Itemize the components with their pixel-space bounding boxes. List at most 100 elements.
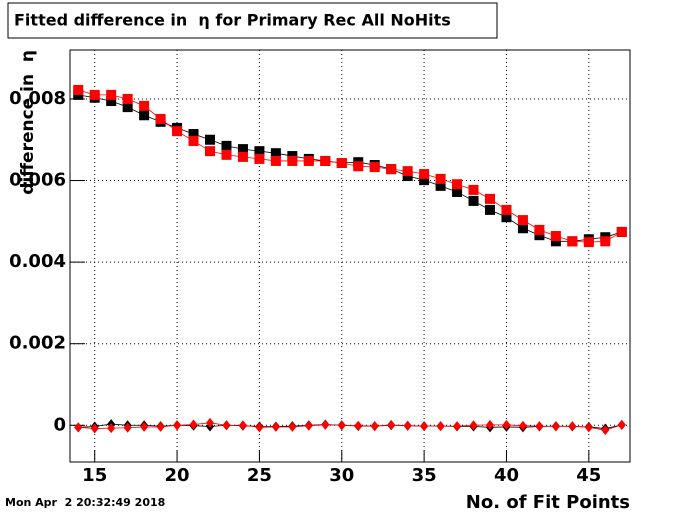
marker	[188, 135, 199, 146]
marker	[468, 184, 479, 195]
marker	[601, 425, 610, 436]
marker	[237, 144, 248, 155]
marker	[419, 175, 430, 186]
marker	[303, 155, 314, 166]
marker	[288, 421, 297, 432]
marker	[469, 420, 478, 431]
marker	[255, 422, 264, 433]
y-tick-label: 0	[53, 414, 66, 435]
marker	[270, 148, 281, 159]
marker	[387, 419, 396, 430]
x-tick-label: 40	[494, 465, 519, 486]
marker	[517, 215, 528, 226]
marker	[139, 110, 150, 121]
marker	[287, 155, 298, 166]
marker	[107, 423, 116, 434]
y-tick-label: 0.002	[9, 333, 66, 354]
marker	[205, 134, 215, 145]
marker	[304, 420, 313, 431]
marker	[337, 420, 346, 431]
marker	[583, 237, 594, 248]
marker	[90, 423, 99, 434]
marker	[485, 193, 495, 204]
marker	[550, 236, 561, 247]
marker	[254, 153, 265, 164]
marker	[534, 224, 545, 235]
y-axis-label: difference in η	[18, 50, 38, 195]
x-tick-label: 20	[165, 465, 190, 486]
marker	[600, 236, 611, 247]
marker	[336, 157, 347, 168]
marker	[419, 169, 430, 180]
marker	[221, 149, 232, 160]
marker	[354, 420, 363, 431]
marker	[222, 420, 231, 431]
marker	[386, 164, 397, 175]
marker	[74, 422, 83, 433]
marker	[436, 421, 445, 432]
marker	[517, 223, 528, 234]
marker	[139, 100, 150, 111]
marker	[271, 421, 280, 432]
marker	[320, 155, 331, 166]
y-tick-label: 0.004	[9, 251, 66, 272]
x-tick-label: 25	[247, 465, 272, 486]
marker	[89, 89, 100, 100]
marker	[73, 84, 84, 95]
x-tick-label: 30	[329, 465, 354, 486]
marker	[452, 186, 463, 197]
marker	[502, 419, 511, 430]
plot-frame	[69, 49, 631, 463]
marker	[270, 155, 281, 166]
marker	[567, 236, 578, 247]
marker	[453, 421, 462, 432]
marker	[485, 204, 495, 215]
marker	[156, 421, 165, 432]
y-tick-label: 0.008	[9, 88, 66, 109]
x-axis-label: No. of Fit Points	[466, 492, 630, 513]
marker	[172, 126, 183, 137]
marker	[568, 421, 577, 432]
marker	[584, 422, 593, 433]
marker	[206, 417, 214, 428]
marker	[221, 140, 232, 151]
marker	[486, 419, 494, 430]
marker	[369, 162, 380, 173]
marker	[617, 419, 626, 430]
marker	[321, 419, 330, 430]
marker	[106, 89, 117, 100]
marker	[122, 102, 133, 113]
marker	[420, 421, 429, 432]
marker	[353, 161, 364, 172]
marker	[106, 95, 117, 106]
marker	[140, 421, 149, 432]
marker	[501, 212, 512, 223]
marker	[370, 421, 379, 432]
marker	[452, 179, 463, 190]
marker	[551, 421, 560, 432]
marker	[550, 231, 561, 242]
series-line	[78, 422, 622, 431]
series-line	[78, 89, 622, 243]
y-tick-label: 0.006	[9, 170, 66, 191]
marker	[155, 113, 166, 124]
marker	[518, 420, 527, 431]
marker	[501, 204, 512, 215]
marker	[403, 420, 412, 431]
x-tick-label: 45	[576, 465, 601, 486]
marker	[254, 146, 265, 157]
timestamp: Mon Apr 2 20:32:49 2018	[5, 496, 165, 509]
marker	[534, 230, 545, 241]
marker	[238, 420, 247, 431]
marker	[435, 180, 446, 191]
chart-title: Fitted difference in η for Primary Rec A…	[14, 11, 451, 30]
marker	[468, 195, 479, 206]
x-tick-label: 35	[412, 465, 437, 486]
marker	[189, 419, 198, 430]
x-tick-label: 15	[82, 465, 107, 486]
marker	[616, 226, 627, 237]
marker	[402, 166, 413, 177]
marker	[237, 151, 248, 162]
